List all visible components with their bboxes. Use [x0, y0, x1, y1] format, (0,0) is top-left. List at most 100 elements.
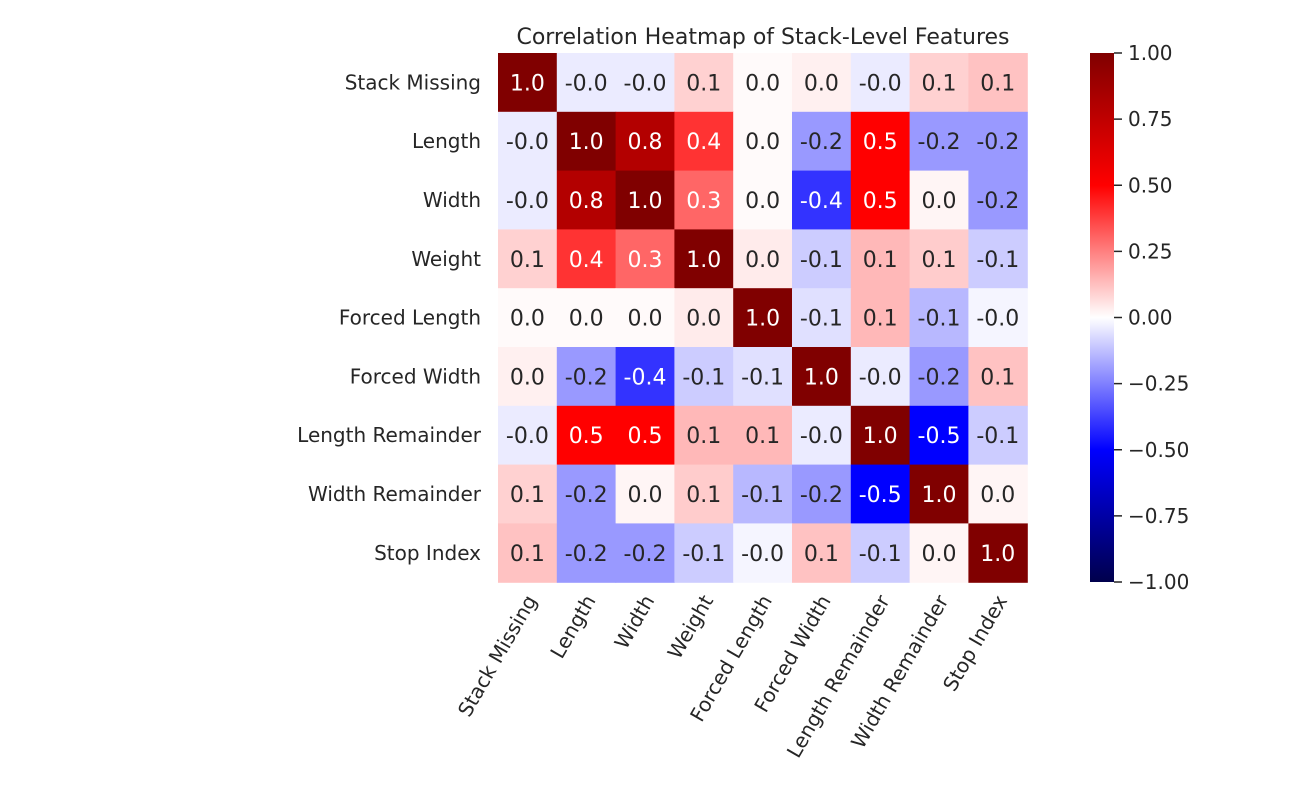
- heatmap-cell: [674, 170, 734, 230]
- heatmap-cell: [556, 288, 617, 348]
- colorbar: [1090, 53, 1114, 582]
- heatmap-cell: [792, 53, 852, 113]
- cell-value-label: -0.5: [859, 483, 902, 508]
- heatmap-cell: [909, 170, 969, 230]
- cell-value-label: 0.0: [628, 307, 663, 332]
- row-tick-label: Length Remainder: [297, 423, 482, 447]
- row-tick-label: Forced Width: [350, 364, 481, 388]
- cell-value-label: 0.1: [922, 248, 957, 273]
- colorbar-ticks: −1.00 −0.75 −0.50 −0.25 0.00 0.25 0.50 0.75 1.00: [1114, 41, 1189, 594]
- heatmap-cell: [556, 464, 617, 524]
- cell-value-label: 0.0: [922, 189, 957, 214]
- cell-value-label: -0.5: [918, 424, 961, 449]
- heatmap-cell: [674, 405, 734, 466]
- heatmap-cell: [556, 111, 617, 172]
- cell-value-label: 0.1: [922, 71, 957, 96]
- heatmap-cell: [792, 229, 852, 289]
- heatmap-cell: [556, 170, 617, 230]
- heatmap-cell: [556, 347, 617, 407]
- cell-value-label: -0.0: [506, 189, 549, 214]
- colorbar-tick-label: 0.25: [1128, 239, 1173, 263]
- heatmap-cell: [498, 405, 558, 466]
- cell-value-label: -0.0: [800, 424, 843, 449]
- heatmap-cell: [556, 405, 617, 466]
- heatmap-cell: [968, 288, 1028, 348]
- heatmap-cell: [615, 405, 675, 466]
- heatmap-cell: [850, 405, 911, 466]
- heatmap-cell: [850, 170, 911, 230]
- heatmap-cell: [909, 523, 969, 583]
- cell-value-label: 0.0: [510, 365, 545, 390]
- cell-value-label: -0.1: [918, 307, 961, 332]
- cell-value-label: 0.1: [510, 248, 545, 273]
- cell-value-label: -0.0: [506, 130, 549, 155]
- cell-value-label: 0.4: [569, 248, 604, 273]
- cell-value-label: 0.0: [745, 189, 780, 214]
- cell-value-label: -0.2: [565, 365, 608, 390]
- row-tick-label: Weight: [411, 247, 481, 271]
- heatmap-cell: [733, 464, 793, 524]
- colorbar-tick-label: 0.75: [1128, 107, 1173, 131]
- cell-value-label: 0.5: [628, 424, 663, 449]
- cell-value-label: -0.4: [624, 365, 667, 390]
- heatmap-cell: [850, 464, 911, 524]
- cell-value-label: 1.0: [922, 483, 957, 508]
- cell-value-label: -0.2: [800, 130, 843, 155]
- heatmap-cell: [674, 523, 734, 583]
- heatmap-cell: [733, 405, 793, 466]
- colorbar-tick-label: 0.50: [1128, 173, 1173, 197]
- heatmap-cell: [556, 229, 617, 289]
- cell-value-label: 0.1: [686, 424, 721, 449]
- heatmap-cell: [968, 229, 1028, 289]
- heatmap-cell: [850, 229, 911, 289]
- heatmap-cell: [850, 53, 911, 113]
- heatmap-cell: [968, 347, 1028, 407]
- cell-value-label: 1.0: [569, 130, 604, 155]
- cell-value-label: -0.2: [976, 130, 1019, 155]
- heatmap-cell: [733, 53, 793, 113]
- heatmap-cell: [733, 229, 793, 289]
- cell-value-label: -0.0: [741, 542, 784, 567]
- cell-value-label: 1.0: [804, 365, 839, 390]
- heatmap-cell: [556, 523, 617, 583]
- heatmap-cell: [850, 523, 911, 583]
- heatmap-cell: [733, 170, 793, 230]
- heatmap-cell: [615, 523, 675, 583]
- heatmap-cell: [674, 111, 734, 172]
- column-tick-label: Width: [609, 591, 659, 653]
- cell-value-label: 0.4: [686, 130, 721, 155]
- cell-value-label: 0.0: [686, 307, 721, 332]
- cell-value-label: 0.0: [569, 307, 604, 332]
- column-tick-label: Stack Missing: [453, 591, 542, 721]
- cell-value-label: -0.2: [800, 483, 843, 508]
- heatmap-cell: [968, 405, 1028, 466]
- cell-value-label: -0.1: [741, 483, 784, 508]
- cell-value-label: -0.0: [565, 71, 608, 96]
- colorbar-tick-label: −1.00: [1128, 570, 1189, 594]
- cell-value-label: 0.0: [745, 71, 780, 96]
- cell-value-label: 0.1: [863, 307, 898, 332]
- cell-value-label: -0.1: [682, 365, 725, 390]
- heatmap-cell: [733, 111, 793, 172]
- cell-value-label: -0.1: [800, 248, 843, 273]
- cell-value-label: 1.0: [863, 424, 898, 449]
- column-tick-label: Length: [545, 591, 600, 663]
- heatmap-cell: [792, 288, 852, 348]
- heatmap-cell: [909, 288, 969, 348]
- cell-value-label: 0.5: [863, 130, 898, 155]
- heatmap-cell: [909, 111, 969, 172]
- heatmap-cell: [674, 53, 734, 113]
- cell-value-label: 0.1: [686, 483, 721, 508]
- heatmap-cell: [968, 170, 1028, 230]
- cell-value-label: -0.2: [624, 542, 667, 567]
- cell-value-label: 0.1: [980, 365, 1015, 390]
- cell-value-label: 0.5: [569, 424, 604, 449]
- row-tick-label: Length: [412, 129, 481, 153]
- cell-value-label: 1.0: [510, 71, 545, 96]
- cell-value-label: 0.0: [804, 71, 839, 96]
- heatmap-cell: [615, 347, 675, 407]
- row-tick-label: Width: [423, 188, 481, 212]
- cell-value-label: -0.2: [976, 189, 1019, 214]
- cell-value-label: 0.0: [922, 542, 957, 567]
- heatmap-cell: [909, 405, 969, 466]
